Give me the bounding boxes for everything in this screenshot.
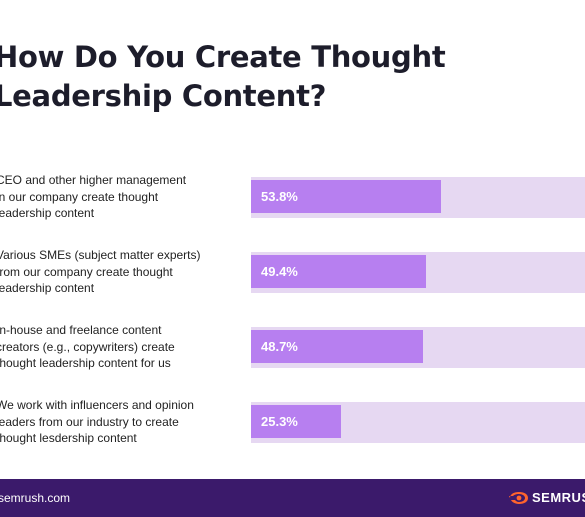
category-label-line: in our company create thought xyxy=(0,189,159,204)
bar-fill xyxy=(251,405,341,438)
bar-value-label: 48.7% xyxy=(261,339,298,354)
footer-bar: semrush.com SEMRUSH xyxy=(0,479,585,517)
category-label-line: In-house and freelance content xyxy=(0,323,162,337)
chart-title-line-1: How Do You Create Thought xyxy=(0,40,446,74)
bar-fill xyxy=(251,255,426,288)
category-label-line: leadership content xyxy=(0,281,95,295)
semrush-fire-icon xyxy=(509,492,528,504)
brand-wordmark: SEMRUSH xyxy=(532,490,585,505)
category-label: In-house and freelance content creators (… xyxy=(0,322,226,372)
category-label-line: thought lesdership content xyxy=(0,431,137,445)
category-label-line: leaders from our industry to create xyxy=(0,414,179,429)
category-label-line: creators (e.g., copywriters) create xyxy=(0,339,175,354)
bar-fill xyxy=(251,330,423,363)
bar-value-label: 53.8% xyxy=(261,189,298,204)
category-label-line: CEO and other higher management xyxy=(0,173,187,187)
category-label: We work with influencers and opinion lead… xyxy=(0,397,226,447)
category-label: Various SMEs (subject matter experts) fro… xyxy=(0,247,226,297)
category-label-line: Various SMEs (subject matter experts) xyxy=(0,248,201,262)
category-label: CEO and other higher management in our co… xyxy=(0,172,226,222)
chart-row: In-house and freelance content creators (… xyxy=(0,322,585,382)
category-label-line: from our company create thought xyxy=(0,264,173,279)
category-label-line: leadership content xyxy=(0,206,95,220)
chart-title: How Do You Create Thought Leadership Con… xyxy=(0,38,554,116)
chart-row: CEO and other higher management in our co… xyxy=(0,172,585,232)
footer-site-url[interactable]: semrush.com xyxy=(0,491,71,505)
bar-value-label: 25.3% xyxy=(261,414,298,429)
chart-row: We work with influencers and opinion lead… xyxy=(0,397,585,457)
chart-row: Various SMEs (subject matter experts) fro… xyxy=(0,247,585,307)
category-label-line: We work with influencers and opinion xyxy=(0,398,194,412)
category-label-line: thought leadership content for us xyxy=(0,356,171,370)
chart-title-line-2: Leadership Content? xyxy=(0,79,327,113)
bar-fill xyxy=(251,180,441,213)
bar-value-label: 49.4% xyxy=(261,264,298,279)
